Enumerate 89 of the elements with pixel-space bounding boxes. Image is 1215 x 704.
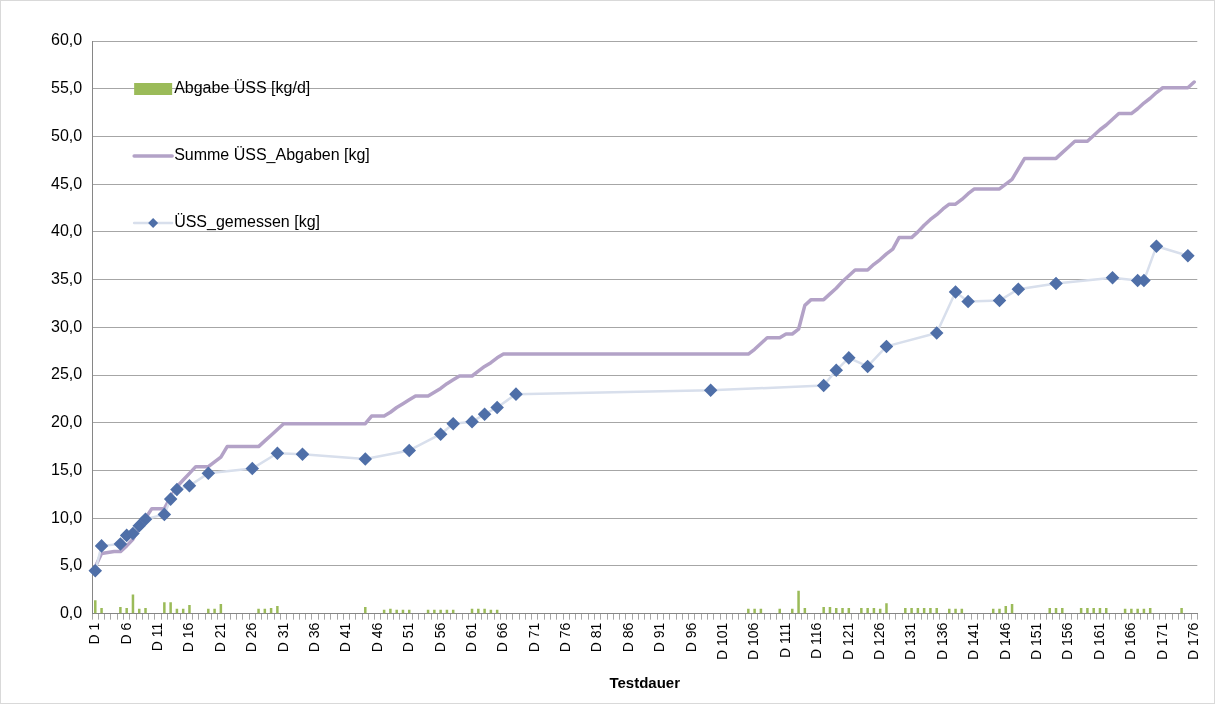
- y-tick-label: 10,0: [51, 508, 83, 526]
- y-tick-label: 5,0: [59, 556, 83, 574]
- x-tick-label: D 136: [933, 622, 950, 660]
- point: [880, 340, 893, 353]
- point: [164, 492, 177, 506]
- point: [842, 351, 856, 365]
- point: [704, 384, 717, 397]
- y-tick-label: 40,0: [51, 222, 83, 240]
- point: [403, 444, 416, 457]
- y-tick-label: 25,0: [51, 365, 83, 383]
- y-tick-label: 0,0: [59, 604, 83, 622]
- point: [478, 407, 491, 421]
- x-tick-label: D 31: [274, 622, 291, 653]
- x-tick-label: D 76: [557, 622, 574, 653]
- point: [829, 364, 843, 377]
- x-tick-label: D 11: [148, 622, 165, 652]
- point: [170, 483, 184, 496]
- x-tick-label: D 166: [1122, 622, 1139, 660]
- x-tick-label: D 146: [996, 622, 1013, 660]
- x-tick-label: D 6: [117, 622, 134, 645]
- point: [132, 519, 146, 533]
- x-tick-label: D 16: [180, 622, 197, 653]
- x-tick-label: D 81: [588, 622, 605, 653]
- x-tick-label: D 156: [1059, 622, 1076, 660]
- legend-label: ÜSS_gemessen [kg]: [174, 213, 320, 232]
- point: [1150, 239, 1163, 253]
- point: [961, 295, 975, 308]
- point: [1012, 282, 1025, 296]
- point: [296, 448, 309, 461]
- x-tick-label: D 66: [494, 622, 511, 653]
- point: [817, 379, 830, 392]
- x-tick-label: D 61: [462, 622, 479, 653]
- point: [95, 539, 108, 553]
- x-tick-label: D 131: [902, 622, 919, 660]
- x-tick-label: D 1: [86, 622, 103, 645]
- point: [114, 537, 127, 551]
- point: [158, 508, 171, 521]
- point: [202, 467, 215, 480]
- x-tick-label: D 56: [431, 622, 448, 653]
- point: [271, 447, 284, 460]
- point: [490, 401, 504, 414]
- point: [246, 462, 259, 475]
- point: [993, 294, 1006, 307]
- x-tick-label: D 21: [211, 622, 228, 653]
- y-tick-label: 45,0: [51, 174, 83, 192]
- x-tick-label: D 101: [714, 622, 731, 660]
- x-tick-label: D 71: [525, 622, 542, 653]
- y-tick-label: 15,0: [51, 460, 83, 478]
- x-tick-label: D 176: [1185, 622, 1202, 660]
- point: [1181, 249, 1195, 262]
- point: [89, 564, 102, 577]
- x-tick-label: D 126: [871, 622, 888, 660]
- point: [949, 285, 962, 299]
- y-tick-label: 30,0: [51, 317, 83, 335]
- x-axis-title: Testdauer: [609, 674, 681, 692]
- x-tick-label: D 96: [682, 622, 699, 653]
- point: [359, 452, 372, 466]
- y-tick-label: 35,0: [51, 270, 83, 288]
- x-tick-label: D 36: [305, 622, 322, 653]
- x-tick-label: D 141: [965, 622, 982, 660]
- point: [183, 479, 196, 492]
- x-tick-label: D 121: [839, 622, 856, 660]
- y-tick-label: 20,0: [51, 413, 83, 431]
- x-tick-label: D 91: [651, 622, 668, 653]
- x-tick-label: D 111: [776, 622, 793, 658]
- point: [930, 326, 943, 340]
- point: [861, 360, 874, 373]
- x-tick-label: D 116: [808, 622, 825, 659]
- point: [1049, 277, 1063, 290]
- x-tick-label: D 106: [745, 622, 762, 660]
- y-tick-label: 50,0: [51, 126, 83, 144]
- point: [465, 415, 479, 429]
- point: [446, 417, 460, 430]
- x-tick-label: D 151: [1028, 622, 1045, 660]
- legend-label: Abgabe ÜSS [kg/d]: [174, 79, 311, 97]
- legend-label: Summe ÜSS_Abgaben [kg]: [174, 146, 370, 165]
- y-tick-label: 60,0: [51, 31, 83, 49]
- point: [1106, 271, 1119, 284]
- point: [509, 387, 523, 401]
- x-tick-label: D 171: [1153, 622, 1170, 660]
- point: [434, 427, 447, 441]
- x-tick-label: D 51: [400, 622, 417, 653]
- y-tick-label: 55,0: [51, 79, 83, 97]
- x-tick-label: D 86: [619, 622, 636, 653]
- x-tick-label: D 161: [1090, 622, 1107, 660]
- x-tick-label: D 41: [337, 622, 354, 653]
- x-tick-label: D 26: [243, 622, 260, 653]
- point: [139, 512, 152, 526]
- x-tick-label: D 46: [368, 622, 385, 653]
